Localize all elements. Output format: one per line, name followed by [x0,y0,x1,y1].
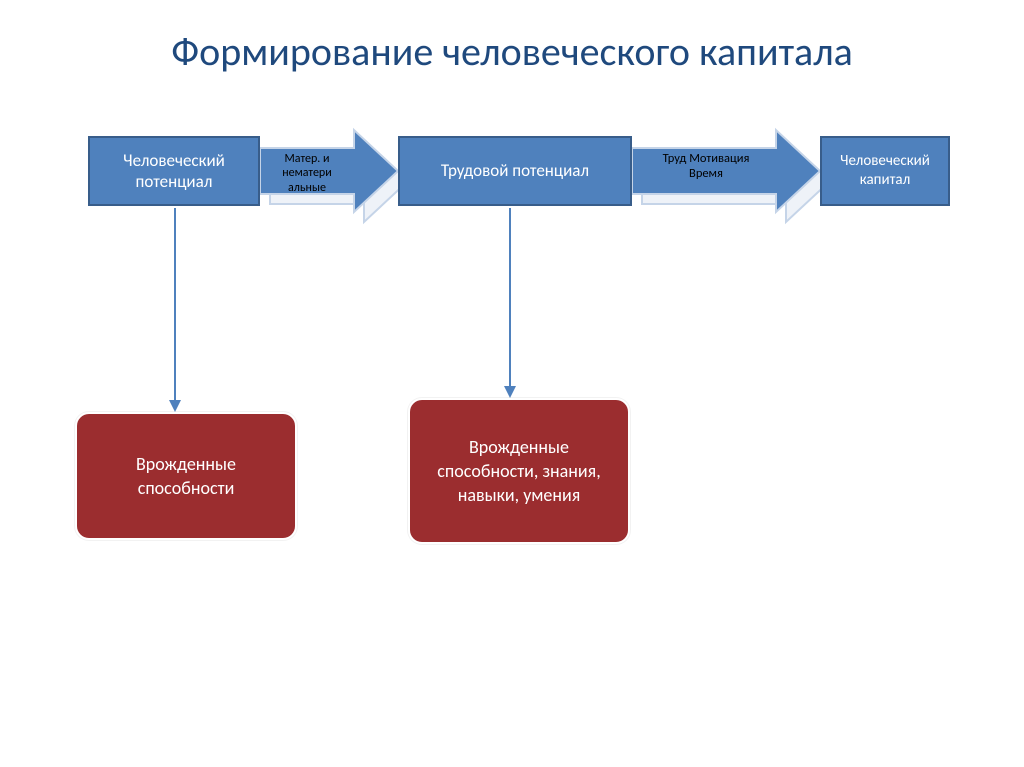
arrow-1-shape [260,120,408,234]
node-human-capital: Человеческий капитал [820,136,950,206]
v-arrow-2-line [509,208,511,386]
v-arrow-1-head [169,400,181,412]
node-abilities-knowledge: Врожденные способности, знания, навыки, … [408,398,630,544]
page-title: Формирование человеческого капитала [0,0,1024,76]
v-arrow-2-head [504,386,516,398]
node-labor-potential: Трудовой потенциал [398,136,632,206]
node-innate-abilities: Врожденные способности [75,412,297,540]
arrow-2-shape [632,120,830,234]
v-arrow-1-line [174,208,176,400]
flowchart-canvas: Матер. и нематери альные Труд Мотивация … [0,106,1024,666]
node-human-potential: Человеческий потенциал [88,136,260,206]
